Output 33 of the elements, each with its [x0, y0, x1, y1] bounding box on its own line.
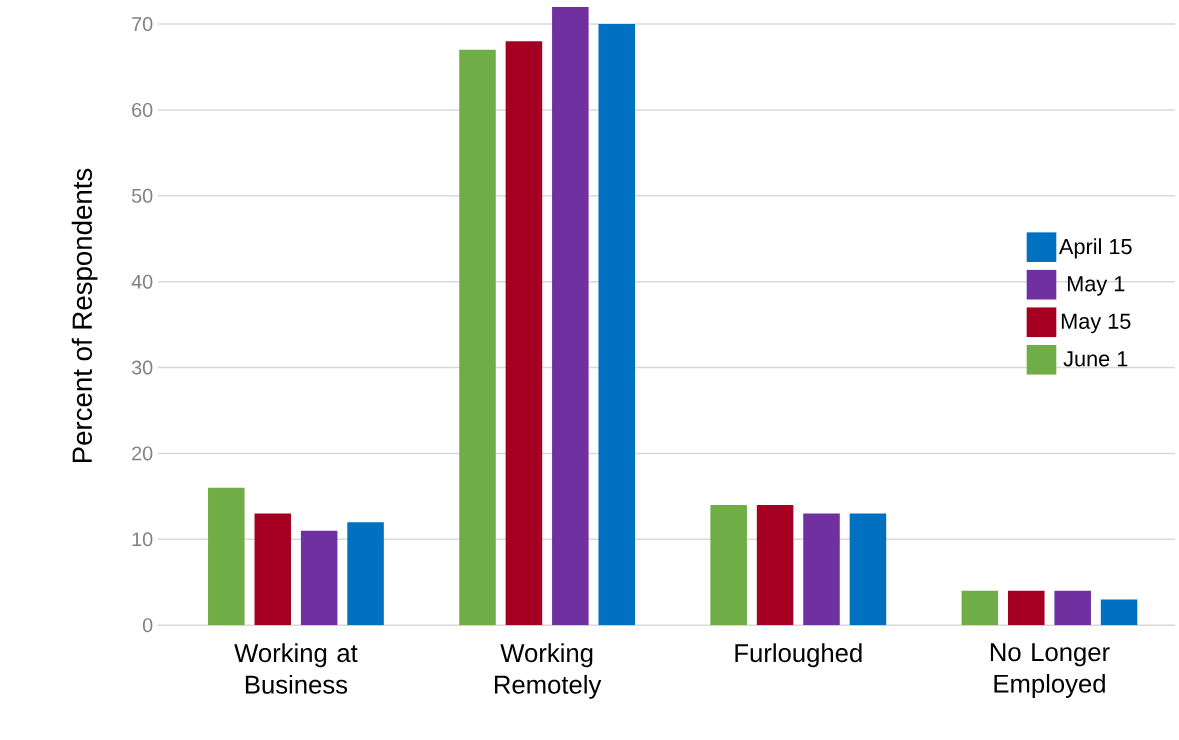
x-tick-label: Working Remotely — [494, 643, 602, 699]
y-tick-label: 0 — [142, 618, 153, 633]
bar — [961, 590, 999, 626]
y-tick-label: 10 — [132, 532, 153, 547]
bar — [756, 505, 794, 626]
bar — [552, 7, 589, 626]
y-tick-label: 20 — [132, 446, 153, 461]
x-tick-label: Working at Business — [234, 643, 358, 694]
bar — [459, 49, 496, 626]
y-tick-label: 30 — [131, 360, 153, 375]
bar — [300, 530, 338, 626]
legend-label: May 1 — [1067, 276, 1125, 296]
bar — [254, 513, 291, 626]
bar — [1008, 590, 1045, 626]
y-tick-label: 40 — [131, 274, 153, 289]
bar — [208, 487, 245, 626]
y-axis-title: Percent of Respondents — [71, 168, 98, 463]
bar — [598, 24, 636, 626]
legend-label: April 15 — [1058, 238, 1132, 259]
y-tick-label: 70 — [132, 17, 153, 32]
x-tick-label: No Longer Employed — [990, 643, 1110, 699]
bar — [347, 522, 384, 626]
bar — [1100, 599, 1138, 626]
bar — [710, 505, 747, 626]
y-tick-label: 50 — [131, 188, 153, 203]
bar — [505, 41, 543, 626]
y-tick-label: 60 — [132, 103, 153, 118]
legend-label: May 15 — [1061, 313, 1131, 334]
bar — [849, 513, 887, 626]
x-tick-label: Furloughed — [735, 643, 862, 668]
legend-label: June 1 — [1063, 351, 1128, 367]
bar — [803, 513, 840, 626]
bar — [1054, 590, 1091, 626]
